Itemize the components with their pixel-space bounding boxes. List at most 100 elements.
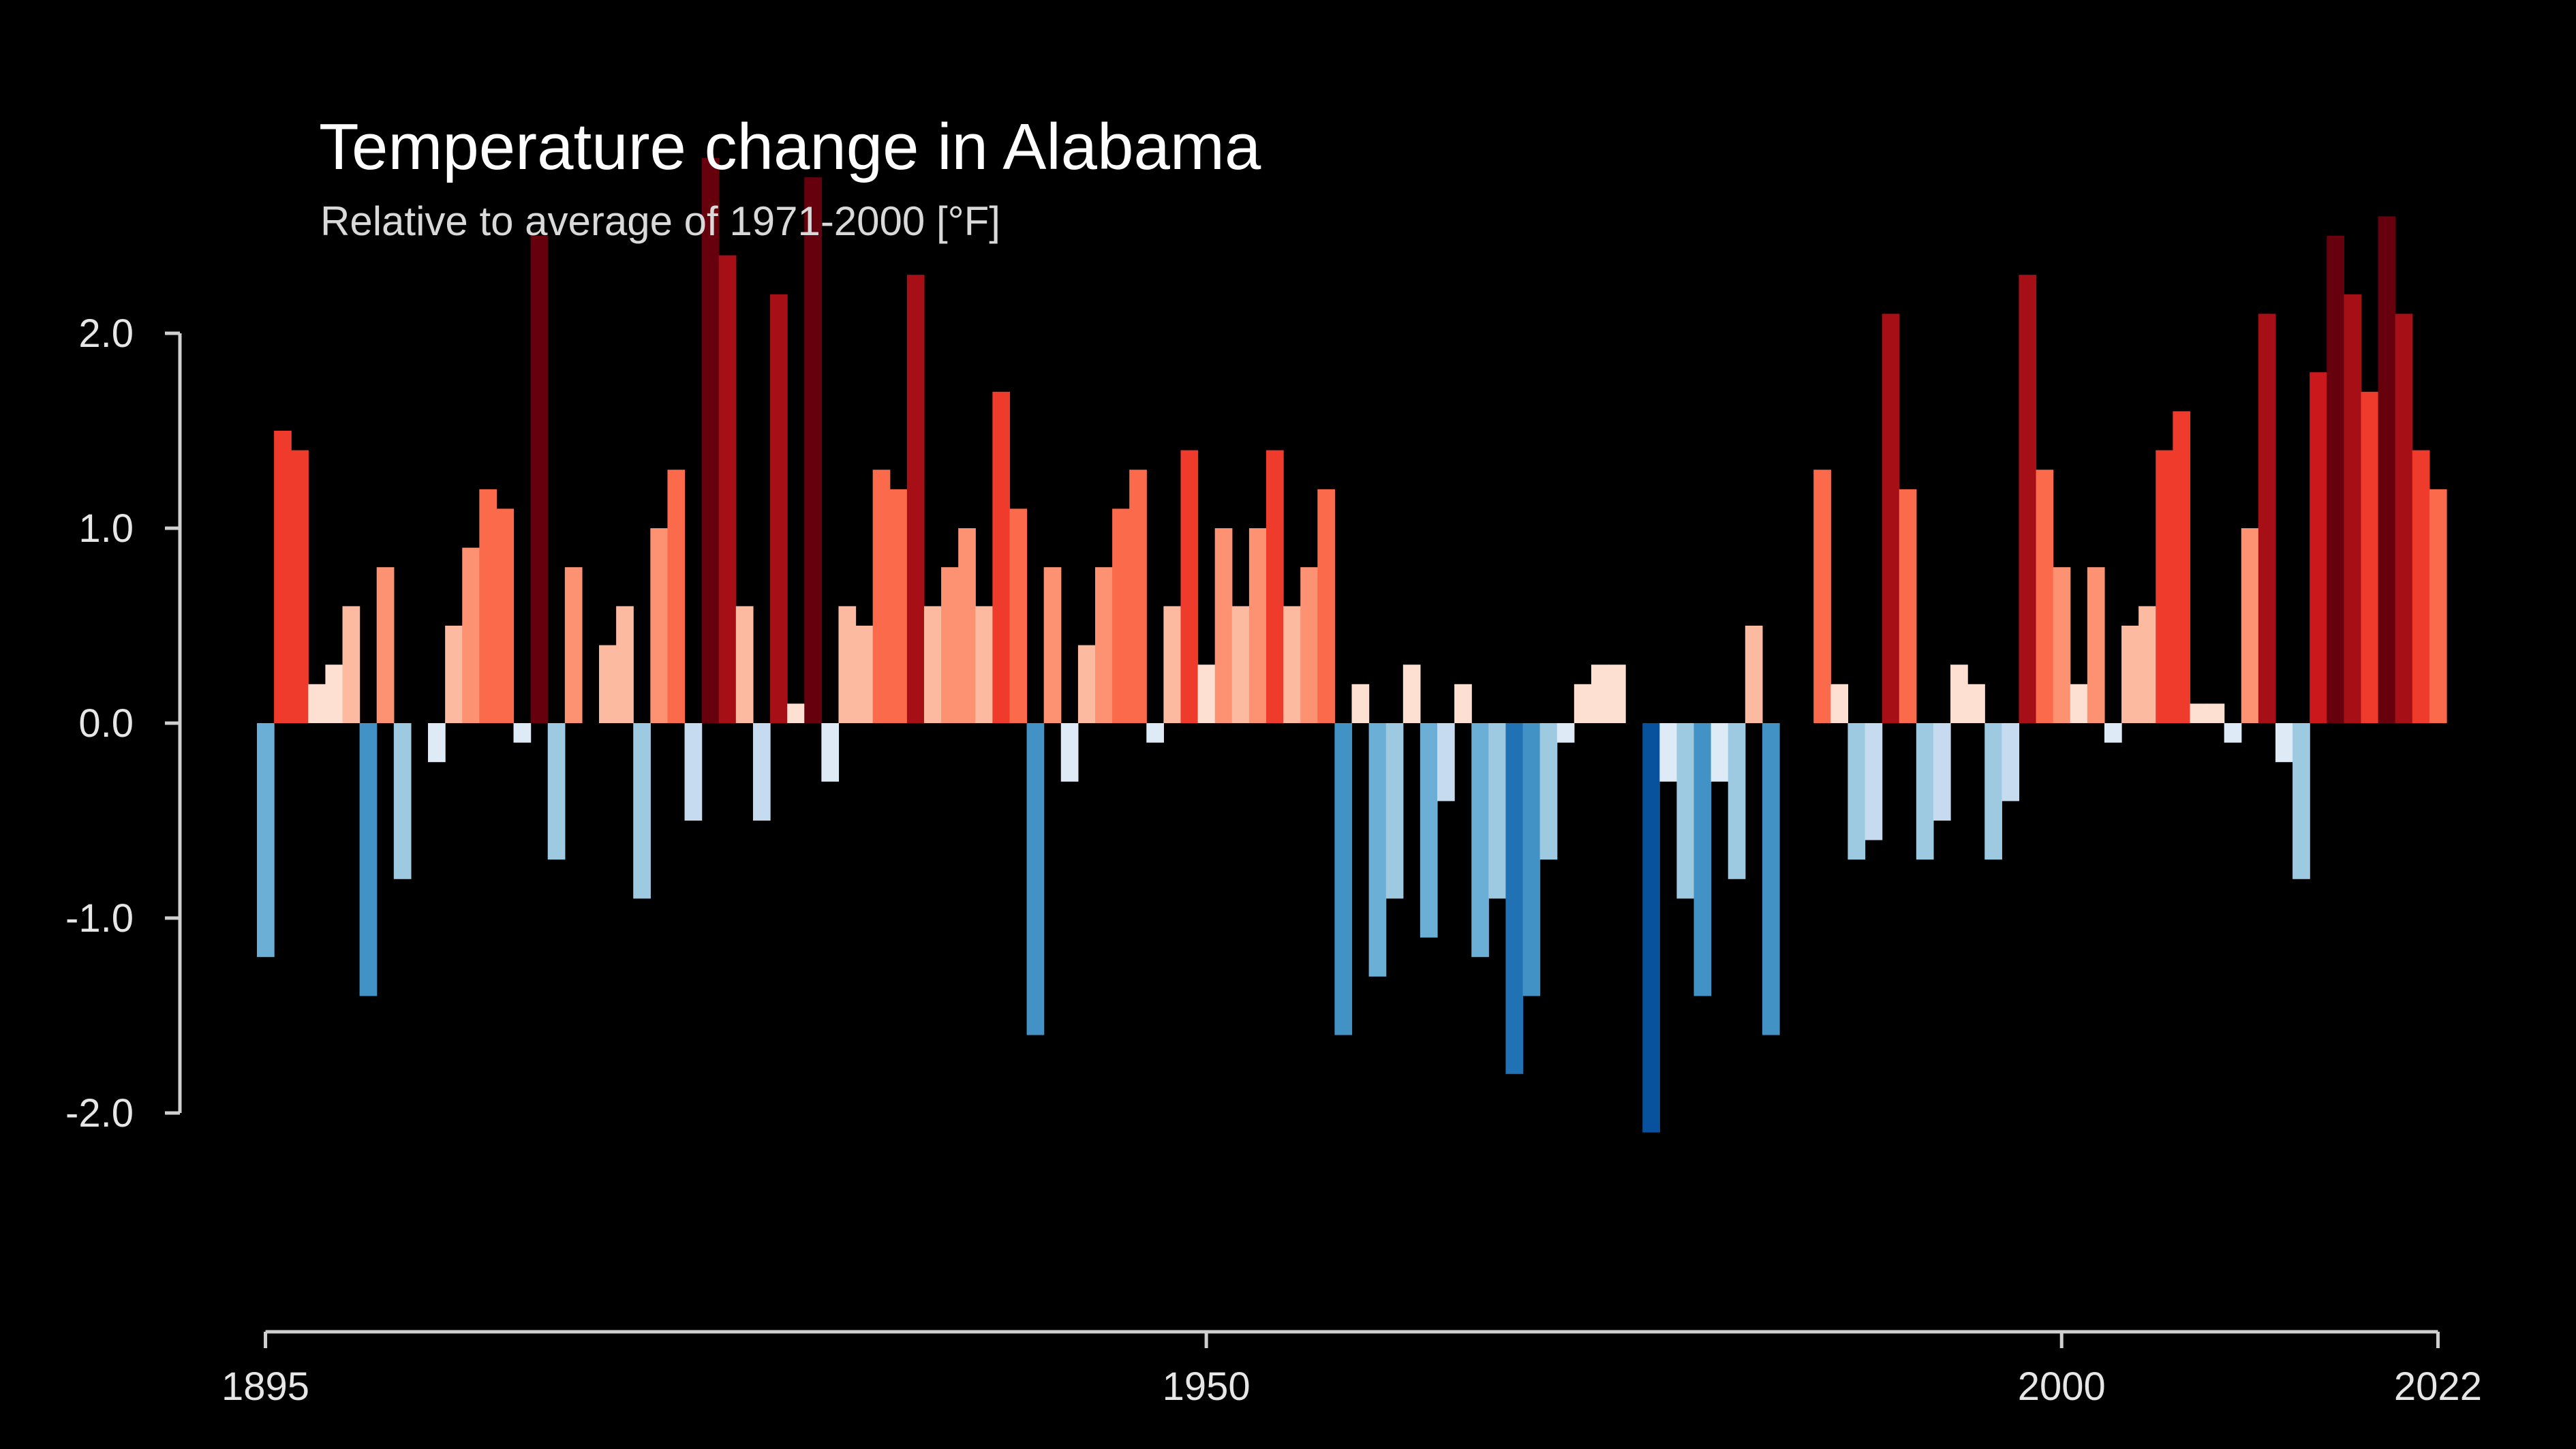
y-tick-label: -2.0 [65, 1091, 134, 1135]
bar-2022 [2429, 489, 2447, 723]
bar-2002 [2087, 567, 2105, 723]
bar-1952 [1231, 606, 1250, 723]
bar-1921 [701, 157, 720, 724]
bar-1996 [1984, 723, 2002, 860]
bar-1934 [923, 606, 942, 723]
bar-2008 [2190, 703, 2208, 723]
bar-1897 [291, 450, 309, 723]
bar-1968 [1505, 723, 1524, 1074]
bar-1900 [342, 606, 361, 723]
bar-1961 [1385, 723, 1404, 899]
bar-1910 [513, 723, 532, 743]
bar-1980 [1711, 723, 1729, 782]
y-tick-label: 2.0 [78, 311, 134, 356]
bar-1906 [445, 626, 463, 723]
bar-1916 [616, 606, 634, 723]
bar-1931 [872, 470, 891, 723]
bar-1953 [1248, 528, 1267, 723]
bar-1982 [1745, 626, 1763, 723]
bar-1920 [684, 723, 703, 821]
bar-1994 [1950, 665, 1968, 723]
y-axis: 2.0 1.0 0.0 -1.0 -2.0 [65, 311, 182, 1135]
x-tick-label: 2022 [2394, 1364, 2482, 1409]
bar-2001 [2070, 684, 2088, 723]
bar-1977 [1659, 723, 1678, 782]
bar-1937 [975, 606, 993, 723]
bar-1911 [530, 236, 549, 723]
bar-1954 [1266, 450, 1284, 723]
bar-1905 [428, 723, 446, 763]
bar-1907 [462, 547, 480, 723]
bar-1935 [941, 567, 959, 723]
bar-1960 [1368, 723, 1387, 977]
bar-1925 [770, 294, 788, 723]
bar-1965 [1454, 684, 1472, 723]
bar-1967 [1488, 723, 1507, 899]
bar-1950 [1197, 665, 1216, 723]
bar-1951 [1214, 528, 1233, 723]
x-axis: 1895 1950 2000 2022 [221, 1330, 2482, 1409]
bar-1991 [1899, 489, 1917, 723]
bar-2020 [2395, 314, 2413, 723]
x-tick-label: 1950 [1163, 1364, 1251, 1409]
bar-1970 [1539, 723, 1558, 860]
bar-2004 [2121, 626, 2139, 723]
bar-1974 [1608, 665, 1626, 723]
bar-1955 [1283, 606, 1301, 723]
bar-1997 [2002, 723, 2020, 802]
y-tick-label: 1.0 [78, 506, 134, 551]
bar-1944 [1094, 567, 1113, 723]
bar-1988 [1847, 723, 1866, 860]
bar-1957 [1317, 489, 1335, 723]
y-tick-label: -1.0 [65, 896, 134, 941]
bar-1998 [2019, 275, 2037, 723]
bar-1943 [1077, 645, 1096, 723]
bar-1899 [325, 665, 343, 723]
bar-1938 [992, 391, 1011, 723]
x-tick-label: 1895 [221, 1364, 309, 1409]
bar-1924 [752, 723, 771, 821]
bar-2019 [2378, 216, 2396, 723]
bar-2005 [2138, 606, 2156, 723]
bar-1949 [1180, 450, 1199, 723]
bar-2014 [2293, 723, 2310, 879]
bar-1995 [1967, 684, 1985, 723]
bar-1936 [958, 528, 976, 723]
bar-1987 [1830, 684, 1849, 723]
bar-1896 [274, 431, 292, 723]
bar-1946 [1129, 470, 1147, 723]
bar-1990 [1882, 314, 1900, 723]
bar-2016 [2327, 236, 2344, 723]
x-tick-label: 2000 [2018, 1364, 2106, 1409]
bar-1927 [804, 177, 822, 723]
bar-1929 [838, 606, 857, 723]
bar-1999 [2036, 470, 2054, 723]
bar-1976 [1642, 723, 1660, 1133]
bar-1903 [393, 723, 412, 879]
bar-1983 [1762, 723, 1780, 1035]
bar-1940 [1026, 723, 1045, 1035]
bar-1932 [889, 489, 908, 723]
bar-1945 [1112, 508, 1130, 723]
bar-1947 [1146, 723, 1164, 743]
bar-1992 [1916, 723, 1934, 860]
bar-2018 [2361, 391, 2379, 723]
bar-1930 [855, 626, 874, 723]
bar-1928 [821, 723, 840, 782]
bar-1918 [650, 528, 669, 723]
bar-2011 [2241, 528, 2259, 723]
bar-2007 [2173, 411, 2191, 723]
bar-2017 [2344, 294, 2362, 723]
bar-1902 [376, 567, 395, 723]
bar-2021 [2412, 450, 2430, 723]
bar-1933 [906, 275, 925, 723]
bar-1913 [564, 567, 583, 723]
bar-1966 [1471, 723, 1489, 958]
bars-group [257, 157, 2447, 1133]
bar-1979 [1693, 723, 1712, 996]
chart-title: Temperature change in Alabama [319, 110, 1261, 183]
bar-1989 [1865, 723, 1883, 840]
bar-2000 [2053, 567, 2071, 723]
bar-1898 [308, 684, 326, 723]
